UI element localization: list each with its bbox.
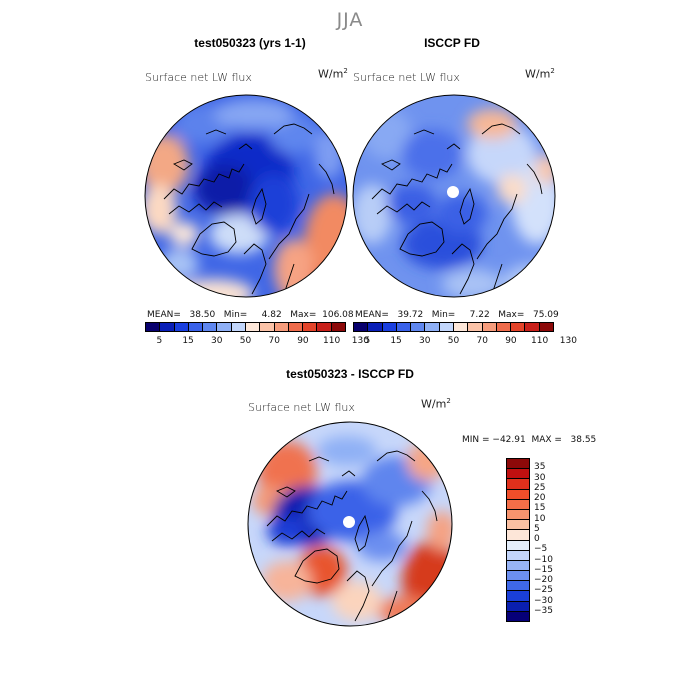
colorbar-tick-label: 30 [419, 336, 431, 346]
diff-colorbar [506, 458, 530, 622]
colorbar-swatch [507, 530, 529, 541]
colorbar-swatch [507, 611, 529, 621]
colorbar-swatch [525, 323, 540, 331]
colorbar-swatch [188, 323, 204, 331]
colorbar-swatch [507, 581, 529, 592]
colorbar-swatch [439, 323, 454, 331]
colorbar-tick-label: 5 [364, 336, 371, 346]
colorbar-swatch [496, 323, 512, 331]
obs-stats: MEAN= 39.72 Min= 7.22 Max= 75.09 [355, 310, 559, 320]
colorbar-tick-label: 90 [505, 336, 517, 346]
colorbar-tick-label: −5 [534, 544, 548, 555]
obs-panel-title: ISCCP FD [424, 36, 480, 50]
colorbar-swatch [507, 571, 529, 582]
model-colorbar [145, 322, 346, 332]
colorbar-tick-label: 30 [534, 472, 546, 483]
colorbar-swatch [382, 323, 397, 331]
colorbar-swatch [453, 323, 469, 331]
colorbar-swatch [507, 601, 529, 612]
colorbar-tick-label: 20 [534, 493, 546, 503]
diff-stats: MIN = −42.91 MAX = 38.55 [462, 435, 597, 445]
colorbar-swatch [482, 323, 497, 331]
colorbar-swatch [507, 560, 529, 572]
obs-colorbar [353, 322, 554, 332]
model-colorbar-ticks: 5 15 30 50 70 90 110 130 [145, 336, 368, 348]
colorbar-swatch [411, 323, 426, 331]
colorbar-swatch [507, 540, 529, 551]
model-stats: MEAN= 38.50 Min= 4.82 Max= 106.08 [147, 310, 354, 320]
colorbar-swatch [146, 323, 161, 331]
diff-panel-title: test050323 - ISCCP FD [286, 367, 414, 381]
colorbar-tick-label: −35 [534, 605, 553, 616]
colorbar-tick-label: 10 [534, 513, 546, 524]
colorbar-tick-label: 90 [297, 336, 309, 346]
model-variable-label: Surface net LW flux [145, 71, 252, 84]
season-title: JJA [336, 9, 364, 31]
colorbar-tick-label: 25 [534, 482, 546, 493]
model-units-label: W/m2 [318, 67, 348, 81]
colorbar-tick-label: 130 [559, 336, 577, 346]
colorbar-tick-label: 15 [390, 336, 402, 346]
diff-variable-label: Surface net LW flux [248, 401, 355, 414]
colorbar-swatch [507, 469, 529, 480]
colorbar-swatch [507, 509, 529, 521]
colorbar-swatch [507, 489, 529, 500]
colorbar-swatch [274, 323, 289, 331]
colorbar-tick-label: 0 [534, 534, 540, 544]
colorbar-tick-label: 70 [268, 336, 280, 346]
colorbar-swatch [507, 550, 529, 561]
colorbar-tick-label: −25 [534, 585, 553, 596]
colorbar-tick-label: 15 [534, 503, 546, 514]
colorbar-swatch [245, 323, 261, 331]
obs-units-label: W/m2 [525, 67, 555, 81]
colorbar-swatch [203, 323, 218, 331]
colorbar-tick-label: 50 [447, 336, 460, 346]
colorbar-tick-label: −10 [534, 554, 553, 565]
colorbar-tick-label: 5 [534, 523, 540, 534]
colorbar-tick-label: 30 [211, 336, 223, 346]
colorbar-swatch [368, 323, 383, 331]
colorbar-swatch [511, 323, 526, 331]
colorbar-tick-label: −30 [534, 595, 553, 606]
colorbar-swatch [507, 591, 529, 602]
colorbar-swatch [507, 459, 529, 470]
colorbar-swatch [507, 520, 529, 531]
colorbar-tick-label: 15 [182, 336, 194, 346]
colorbar-swatch [217, 323, 232, 331]
colorbar-tick-label: 5 [156, 336, 163, 346]
diff-units-label: W/m2 [421, 397, 451, 411]
colorbar-tick-label: 50 [239, 336, 252, 346]
obs-polar-map [352, 94, 556, 298]
colorbar-swatch [317, 323, 332, 331]
colorbar-swatch [507, 499, 529, 510]
colorbar-tick-label: −15 [534, 564, 553, 575]
colorbar-tick-label: −20 [534, 575, 553, 585]
colorbar-tick-label: 35 [534, 462, 546, 473]
colorbar-swatch [396, 323, 412, 331]
obs-variable-label: Surface net LW flux [353, 71, 460, 84]
colorbar-swatch [288, 323, 304, 331]
colorbar-swatch [231, 323, 246, 331]
model-polar-map [144, 94, 348, 298]
colorbar-swatch [160, 323, 175, 331]
diff-colorbar-ticks: 35 30 25 20 15 10 5 0 −5 −10 −15 −20 −25 −30 −35 [534, 458, 574, 622]
colorbar-swatch [260, 323, 275, 331]
colorbar-swatch [468, 323, 483, 331]
colorbar-tick-label: 130 [351, 336, 369, 346]
colorbar-swatch [354, 323, 369, 331]
colorbar-swatch [303, 323, 318, 331]
colorbar-swatch [174, 323, 189, 331]
diff-polar-map [247, 421, 453, 627]
colorbar-tick-label: 110 [323, 336, 341, 346]
colorbar-tick-label: 70 [476, 336, 488, 346]
colorbar-swatch [331, 323, 345, 331]
colorbar-swatch [425, 323, 440, 331]
colorbar-swatch [507, 479, 529, 490]
colorbar-swatch [539, 323, 553, 331]
model-panel-title: test050323 (yrs 1-1) [194, 36, 306, 50]
colorbar-tick-label: 110 [531, 336, 549, 346]
obs-colorbar-ticks: 5 15 30 50 70 90 110 130 [353, 336, 576, 348]
